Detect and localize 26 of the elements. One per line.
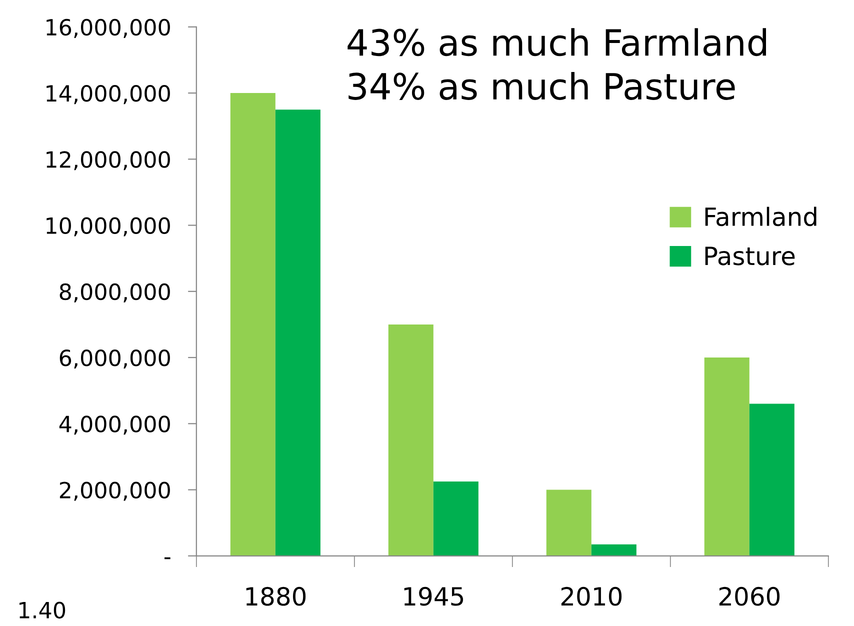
bar [433,482,478,556]
legend-label: Pasture [705,246,795,266]
x-tick-label: 1880 [246,586,306,606]
x-tick-label: 2060 [719,586,780,606]
bar [704,358,750,556]
annotation: 43% as much Farmland [348,28,766,56]
x-tick-label: 1945 [404,586,464,606]
bar [388,324,434,556]
bar [275,110,320,556]
y-tick-label: - [164,557,170,560]
bar [591,544,636,556]
annotation: 34% as much Pasture [348,72,735,100]
y-tick-label: 6,000,000 [60,349,170,369]
bar [749,404,794,556]
y-tick-label: 14,000,000 [46,84,170,104]
y-tick-label: 2,000,000 [60,482,170,501]
y-tick-label: 12,000,000 [46,151,170,170]
bar [546,490,592,556]
y-tick-label: 10,000,000 [46,217,170,236]
y-tick-label: 8,000,000 [60,283,170,302]
y-tick-label: 16,000,000 [46,18,170,38]
x-tick-label: 2010 [561,586,622,606]
bar [230,93,276,556]
legend-label: Farmland [705,206,816,226]
y-tick-label: 4,000,000 [59,416,170,435]
text: 1.40 [20,602,66,619]
